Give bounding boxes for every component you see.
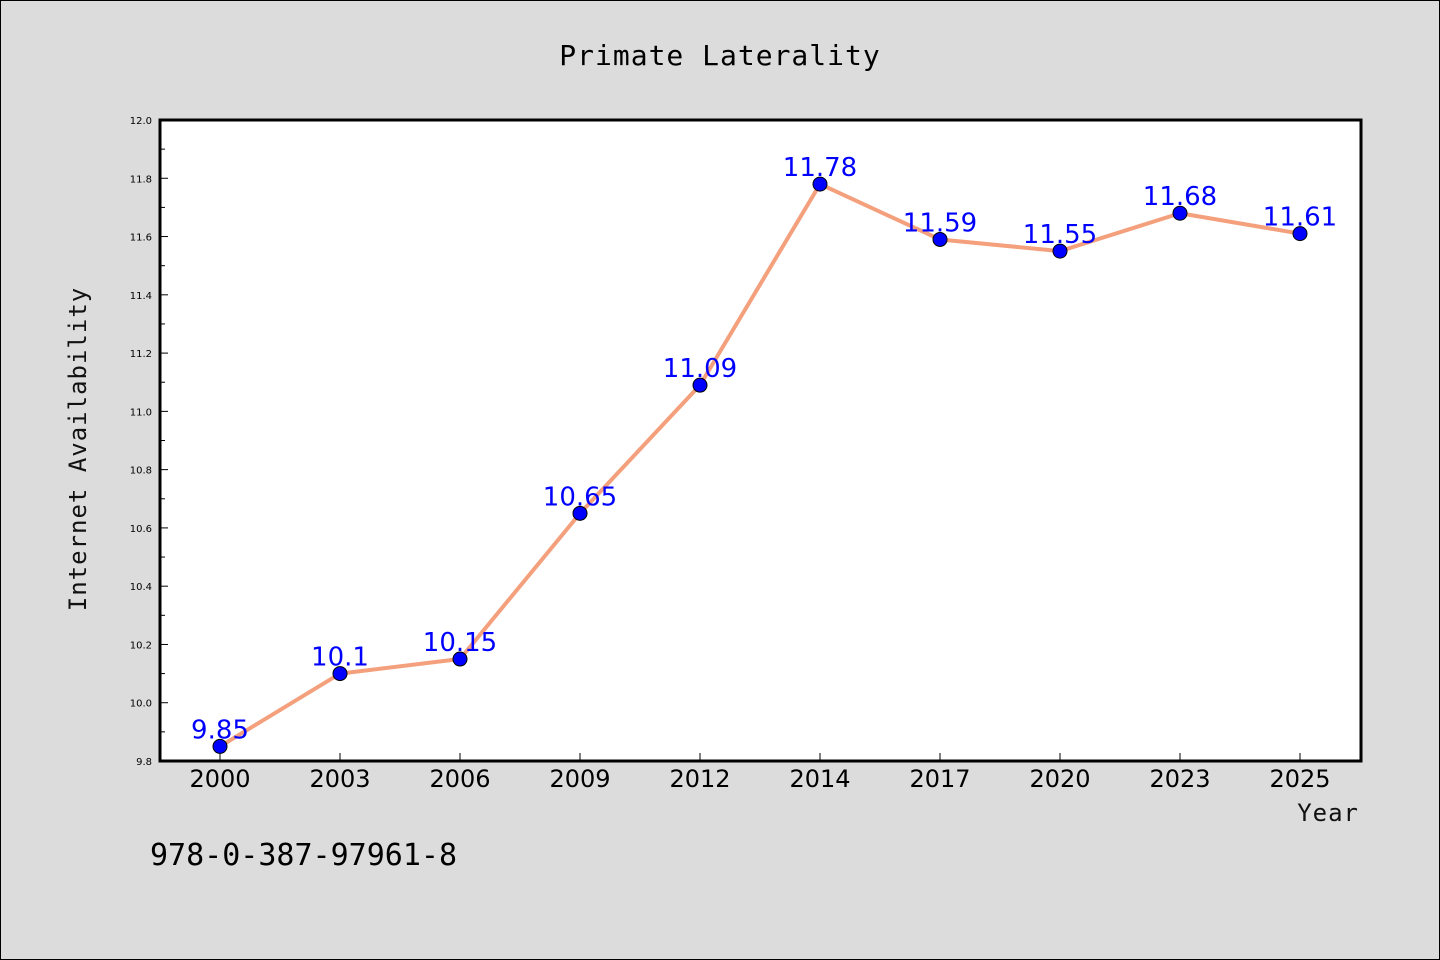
data-point <box>452 651 468 667</box>
data-point <box>932 231 948 247</box>
data-point <box>1172 205 1188 221</box>
y-tick-label: 10.0 <box>130 699 152 710</box>
data-point <box>1292 226 1308 242</box>
data-point <box>1052 243 1068 259</box>
y-tick-label: 11.8 <box>130 174 152 185</box>
x-axis-label: Year <box>1297 799 1359 827</box>
data-label: 11.61 <box>1263 203 1337 233</box>
y-tick-label: 9.8 <box>136 757 152 768</box>
data-label: 11.09 <box>663 354 737 384</box>
y-tick-label: 10.2 <box>130 640 152 651</box>
x-tick-label: 2023 <box>1149 765 1210 793</box>
y-tick-label: 10.4 <box>130 582 152 593</box>
x-tick-label: 2000 <box>189 765 250 793</box>
x-tick-label: 2012 <box>669 765 730 793</box>
data-label: 11.55 <box>1023 220 1097 250</box>
y-tick-label: 10.8 <box>130 466 152 477</box>
data-label: 10.1 <box>311 643 369 673</box>
x-axis: 2000 2003 2006 2009 2012 2014 2017 2020 2023 2025 <box>189 753 1331 793</box>
x-tick-label: 2020 <box>1029 765 1090 793</box>
x-tick-label: 2009 <box>549 765 610 793</box>
data-label: 11.68 <box>1143 182 1217 212</box>
y-tick-label: 11.0 <box>130 407 152 418</box>
data-label: 9.85 <box>191 715 249 745</box>
chart-title: Primate Laterality <box>559 39 880 72</box>
data-point <box>812 176 828 192</box>
data-label: 10.65 <box>543 482 617 512</box>
plot-area <box>158 118 1363 763</box>
data-point <box>692 377 708 393</box>
y-tick-label: 11.2 <box>130 349 152 360</box>
data-label: 11.59 <box>903 208 977 238</box>
y-tick-label: 11.6 <box>130 233 152 244</box>
data-label: 10.15 <box>423 628 497 658</box>
y-tick-label: 12.0 <box>130 116 152 127</box>
data-point <box>332 666 348 682</box>
y-tick-label: 11.4 <box>130 291 152 302</box>
y-axis: 9.8 10.0 10.2 10.4 10.6 10.8 11.0 11.2 11.4 11.6 1… <box>130 116 168 768</box>
y-tick-label: 10.6 <box>130 524 152 535</box>
data-label: 11.78 <box>783 153 857 183</box>
y-axis-label: Internet Availability <box>64 287 92 611</box>
series-line <box>218 182 1302 749</box>
x-tick-label: 2003 <box>309 765 370 793</box>
x-tick-label: 2025 <box>1269 765 1330 793</box>
data-point <box>572 505 588 521</box>
x-tick-label: 2006 <box>429 765 490 793</box>
data-point <box>212 738 228 754</box>
x-tick-label: 2017 <box>909 765 970 793</box>
series-layer: 9.85 10.1 10.15 10.65 11.09 11.78 11.59 11.55 11… <box>191 153 1337 754</box>
x-tick-label: 2014 <box>789 765 850 793</box>
isbn-annotation: 978-0-387-97961-8 <box>150 838 457 873</box>
